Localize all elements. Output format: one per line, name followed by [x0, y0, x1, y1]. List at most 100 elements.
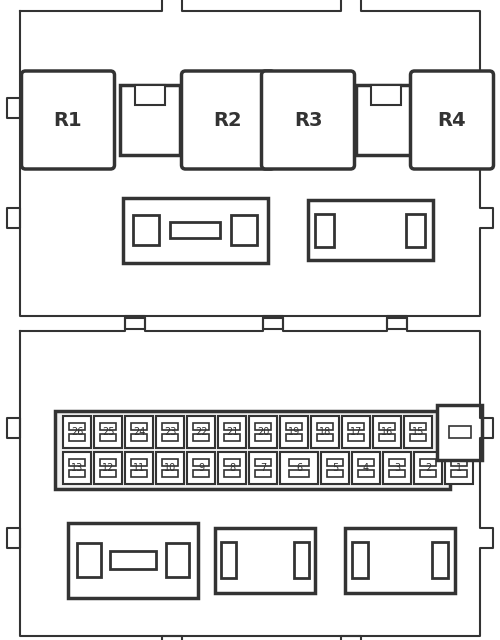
- Text: 5: 5: [332, 463, 338, 473]
- Bar: [70, 434, 84, 442]
- Bar: [348, 434, 364, 442]
- Bar: [132, 459, 146, 467]
- Bar: [249, 416, 277, 448]
- Bar: [328, 459, 342, 467]
- Bar: [404, 416, 432, 448]
- Bar: [288, 459, 310, 467]
- Text: 1: 1: [456, 463, 462, 473]
- Bar: [318, 434, 332, 442]
- Bar: [356, 85, 416, 155]
- Bar: [352, 542, 368, 578]
- Bar: [256, 459, 270, 467]
- Text: R1: R1: [54, 111, 82, 129]
- Bar: [70, 459, 84, 467]
- Text: 7: 7: [260, 463, 266, 473]
- Bar: [132, 470, 146, 477]
- Bar: [63, 416, 91, 448]
- Bar: [125, 416, 153, 448]
- Bar: [321, 452, 349, 484]
- Text: 21: 21: [226, 427, 238, 437]
- Text: 25: 25: [102, 427, 115, 437]
- Bar: [358, 459, 374, 467]
- Bar: [410, 434, 426, 442]
- Bar: [194, 470, 208, 477]
- Bar: [371, 85, 401, 104]
- Text: 19: 19: [288, 427, 300, 437]
- Text: 23: 23: [164, 427, 176, 437]
- Bar: [315, 214, 334, 246]
- Bar: [348, 422, 364, 431]
- Bar: [122, 198, 268, 262]
- Bar: [380, 422, 394, 431]
- Text: 24: 24: [133, 427, 145, 437]
- Bar: [224, 470, 240, 477]
- Bar: [256, 434, 270, 442]
- Bar: [448, 426, 471, 438]
- Bar: [383, 452, 411, 484]
- Bar: [288, 470, 310, 477]
- FancyBboxPatch shape: [22, 71, 114, 169]
- Bar: [224, 422, 240, 431]
- Text: R2: R2: [214, 111, 242, 129]
- Text: 17: 17: [350, 427, 362, 437]
- Text: 3: 3: [394, 463, 400, 473]
- Bar: [406, 214, 425, 246]
- Bar: [286, 422, 302, 431]
- Bar: [380, 434, 394, 442]
- Bar: [328, 470, 342, 477]
- Bar: [215, 527, 315, 593]
- Bar: [166, 543, 189, 577]
- Bar: [373, 416, 401, 448]
- Bar: [94, 416, 122, 448]
- Polygon shape: [7, 317, 493, 640]
- FancyBboxPatch shape: [182, 71, 274, 169]
- Bar: [120, 85, 180, 155]
- Bar: [70, 422, 84, 431]
- Text: 9: 9: [198, 463, 204, 473]
- Bar: [308, 200, 432, 260]
- Text: 15: 15: [412, 427, 424, 437]
- Bar: [438, 404, 482, 460]
- Bar: [410, 422, 426, 431]
- Text: 26: 26: [71, 427, 83, 437]
- Bar: [135, 85, 165, 104]
- Bar: [94, 452, 122, 484]
- Bar: [224, 434, 240, 442]
- Bar: [452, 470, 466, 477]
- Text: 22: 22: [195, 427, 207, 437]
- Bar: [221, 542, 236, 578]
- Bar: [77, 543, 100, 577]
- Text: 8: 8: [229, 463, 235, 473]
- Bar: [63, 452, 91, 484]
- Bar: [286, 434, 302, 442]
- Bar: [100, 434, 116, 442]
- Bar: [100, 470, 116, 477]
- Bar: [162, 434, 178, 442]
- Bar: [194, 422, 208, 431]
- Bar: [132, 216, 159, 244]
- Bar: [452, 459, 466, 467]
- Text: 2: 2: [425, 463, 431, 473]
- Bar: [390, 470, 404, 477]
- Bar: [132, 434, 146, 442]
- Text: 18: 18: [319, 427, 331, 437]
- Text: 20: 20: [257, 427, 269, 437]
- Bar: [280, 452, 318, 484]
- Bar: [352, 452, 380, 484]
- Bar: [125, 452, 153, 484]
- Bar: [218, 452, 246, 484]
- Bar: [100, 422, 116, 431]
- Bar: [280, 416, 308, 448]
- Text: R4: R4: [438, 111, 466, 129]
- Bar: [68, 522, 198, 598]
- Text: 11: 11: [133, 463, 145, 473]
- Polygon shape: [7, 0, 493, 328]
- Bar: [156, 452, 184, 484]
- Text: 13: 13: [71, 463, 83, 473]
- Bar: [132, 422, 146, 431]
- Bar: [170, 222, 220, 238]
- Bar: [420, 459, 436, 467]
- Bar: [110, 550, 156, 570]
- Bar: [218, 416, 246, 448]
- Text: 4: 4: [363, 463, 369, 473]
